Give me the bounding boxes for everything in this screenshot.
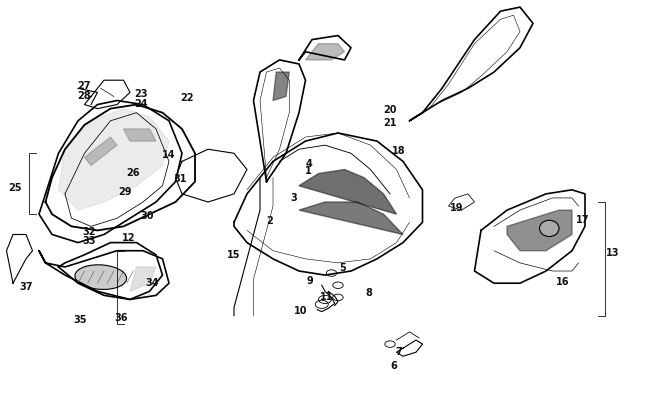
Text: 9: 9: [306, 275, 313, 285]
Circle shape: [385, 341, 395, 347]
Text: 13: 13: [606, 247, 619, 257]
Text: 23: 23: [135, 89, 148, 99]
Text: 17: 17: [577, 215, 590, 224]
Text: 34: 34: [146, 277, 159, 287]
Text: 22: 22: [181, 93, 194, 103]
Text: 36: 36: [115, 313, 128, 322]
Text: 12: 12: [122, 233, 135, 243]
Polygon shape: [273, 73, 289, 101]
Text: 20: 20: [384, 105, 396, 115]
Circle shape: [333, 294, 343, 301]
Text: 11: 11: [320, 292, 333, 301]
Text: 15: 15: [227, 249, 240, 259]
Text: 30: 30: [141, 211, 154, 220]
Text: 2: 2: [266, 216, 273, 226]
Polygon shape: [299, 202, 403, 235]
Text: 19: 19: [450, 202, 463, 212]
Text: 35: 35: [74, 314, 87, 324]
Text: 24: 24: [135, 99, 148, 109]
Text: 14: 14: [162, 150, 176, 160]
Polygon shape: [507, 211, 572, 251]
Polygon shape: [130, 267, 156, 292]
Ellipse shape: [75, 265, 127, 290]
Polygon shape: [124, 130, 156, 142]
Text: 8: 8: [365, 288, 372, 297]
Text: 1: 1: [306, 165, 312, 175]
Circle shape: [333, 282, 343, 289]
Text: 7: 7: [396, 347, 402, 356]
Text: 33: 33: [83, 236, 96, 245]
Text: 29: 29: [118, 186, 131, 196]
Text: 6: 6: [391, 360, 397, 370]
Text: 26: 26: [126, 168, 139, 178]
Text: 25: 25: [8, 182, 21, 192]
Text: 10: 10: [294, 305, 307, 315]
Text: 18: 18: [393, 146, 406, 156]
Text: 4: 4: [306, 159, 313, 169]
Text: 5: 5: [339, 262, 346, 272]
Polygon shape: [306, 45, 345, 61]
Polygon shape: [84, 138, 117, 166]
Polygon shape: [299, 170, 396, 215]
Ellipse shape: [540, 221, 559, 237]
Text: 28: 28: [78, 91, 91, 101]
Text: 32: 32: [83, 227, 96, 237]
Polygon shape: [58, 109, 169, 211]
Text: 3: 3: [291, 193, 297, 202]
Text: 31: 31: [174, 174, 187, 184]
Text: 27: 27: [78, 81, 91, 91]
Text: 37: 37: [20, 281, 32, 291]
Text: 16: 16: [556, 277, 569, 286]
Text: 21: 21: [384, 117, 396, 127]
Circle shape: [326, 270, 337, 277]
